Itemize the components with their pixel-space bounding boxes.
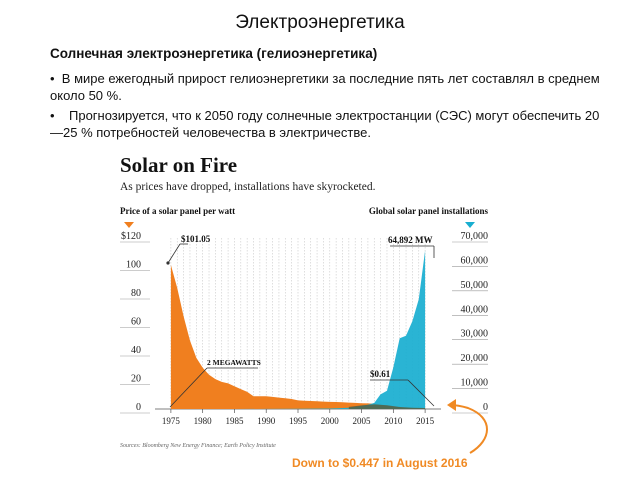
bullet-item: • Прогнозируется, что к 2050 году солнеч… xyxy=(50,108,600,140)
right-tick-label: 50,000 xyxy=(461,280,489,291)
left-tick-label: 0 xyxy=(136,402,141,413)
left-tick-label: $120 xyxy=(121,231,141,242)
x-tick-label: 1990 xyxy=(257,416,276,426)
x-tick-label: 1975 xyxy=(162,416,181,426)
annotation-label: $0.61 xyxy=(370,369,391,379)
left-tick-label: 60 xyxy=(131,317,141,328)
right-axis-title: Global solar panel installations xyxy=(369,206,489,216)
callout-text: Down to $0.447 in August 2016 xyxy=(292,456,468,470)
x-tick-label: 2015 xyxy=(416,416,435,426)
x-tick-label: 1980 xyxy=(194,416,213,426)
left-tick-label: 80 xyxy=(131,288,141,299)
annotation-start-installs: 2 MEGAWATTS xyxy=(169,358,261,408)
right-tick-label: 30,000 xyxy=(461,329,489,340)
overlap-area xyxy=(348,404,426,409)
slide-subtitle: Солнечная электроэнергетика (гелиоэнерге… xyxy=(50,46,378,61)
x-tick-label: 2000 xyxy=(321,416,340,426)
annotation-end-price: $0.61 xyxy=(370,369,435,407)
right-tick-label: 40,000 xyxy=(461,304,489,315)
x-tick-label: 1985 xyxy=(225,416,244,426)
x-tick-label: 2005 xyxy=(353,416,372,426)
bullet-text: В мире ежегодный прирост гелиоэнергетики… xyxy=(50,71,600,103)
area-layer xyxy=(170,250,426,409)
left-tick-label: 100 xyxy=(126,260,141,271)
annotation-label: 2 MEGAWATTS xyxy=(207,358,261,367)
slide-title: Электроэнергетика xyxy=(235,12,405,33)
right-axis-ticks: 0 10,000 20,000 30,000 40,000 50,000 60,000 70,… xyxy=(452,231,489,414)
source-note: Sources: Bloomberg New Energy Finance; E… xyxy=(120,443,276,449)
right-tick-label: 70,000 xyxy=(461,231,489,242)
right-tick-label: 60,000 xyxy=(461,255,489,266)
chart-title: Solar on Fire xyxy=(120,153,237,177)
bullet-text: Прогнозируется, что к 2050 году солнечны… xyxy=(50,108,600,140)
bullet-item: • В мире ежегодный прирост гелиоэнергети… xyxy=(50,71,600,103)
left-axis-ticks: 0 20 40 60 80 100 $120 xyxy=(120,231,150,414)
right-axis-marker xyxy=(465,222,475,228)
right-tick-label: 0 xyxy=(483,402,488,413)
series-area-right xyxy=(170,250,426,409)
annotation-end-installs: 64,892 MW xyxy=(388,235,435,258)
x-tick-label: 1995 xyxy=(289,416,308,426)
series-area-left xyxy=(170,265,426,409)
chart-subtitle: As prices have dropped, installations ha… xyxy=(120,181,376,193)
left-axis-title: Price of a solar panel per watt xyxy=(120,206,235,216)
left-tick-label: 40 xyxy=(131,345,141,356)
left-axis-marker xyxy=(124,222,134,228)
right-tick-label: 10,000 xyxy=(461,378,489,389)
annotation-label: 64,892 MW xyxy=(388,235,433,245)
callout-arrow xyxy=(449,404,488,454)
left-tick-label: 20 xyxy=(131,374,141,385)
x-tick-label: 2010 xyxy=(384,416,403,426)
right-tick-label: 20,000 xyxy=(461,353,489,364)
callout-arrowhead xyxy=(447,399,456,411)
annotation-label: $101.05 xyxy=(181,234,211,244)
x-axis-ticks: 1975 1980 1985 1990 1995 2000 2005 2010 2015 xyxy=(162,409,435,426)
annotation-start-price: $101.05 xyxy=(166,234,211,265)
